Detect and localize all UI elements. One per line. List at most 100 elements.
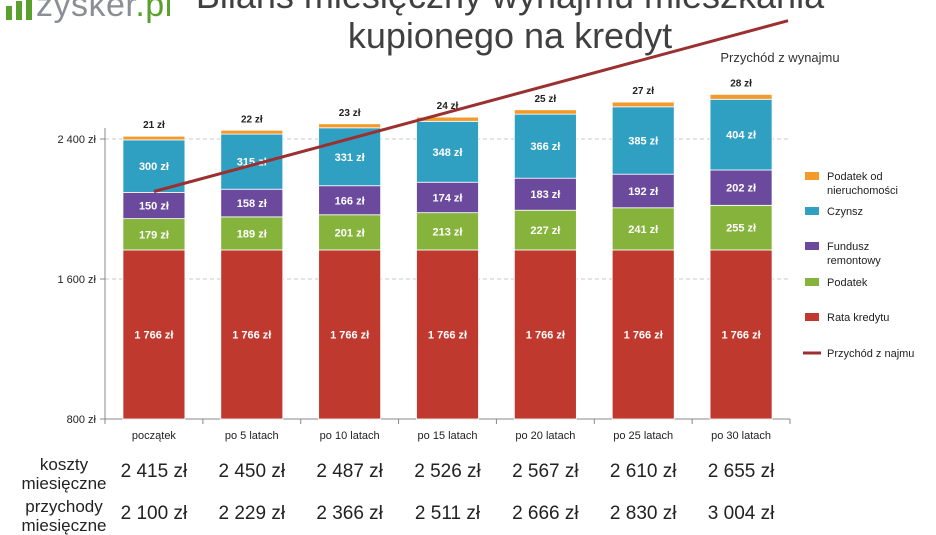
data-label: 385 zł — [628, 135, 658, 147]
legend-label: Przychód z najmu — [827, 348, 914, 360]
monthly-cost-value: 2 526 zł — [414, 461, 481, 482]
data-label: 1 766 zł — [330, 329, 369, 341]
data-label: 25 zł — [535, 94, 557, 105]
bar-segment — [709, 204, 773, 251]
bar-segment — [513, 109, 577, 115]
data-label: 158 zł — [237, 198, 267, 210]
data-label: 1 766 zł — [624, 329, 663, 341]
monthly-income-value: 2 100 zł — [120, 503, 188, 524]
monthly-income-value: 2 511 zł — [414, 503, 481, 524]
data-label: 1 766 zł — [428, 329, 467, 341]
legend-swatch — [805, 172, 819, 180]
data-label: 348 zł — [433, 147, 463, 159]
data-label: 201 zł — [335, 227, 365, 239]
legend-label: Fundusz — [827, 241, 869, 253]
bar-segment — [122, 218, 186, 251]
bar-segment — [611, 106, 675, 175]
bar-segment — [122, 139, 186, 193]
legend-label: Czynsz — [827, 206, 863, 218]
monthly-income-value: 2 229 zł — [218, 503, 286, 524]
data-label: 21 zł — [143, 120, 165, 131]
logo-tld: .pl — [135, 0, 173, 24]
chart-title-line2: kupionego na kredyt — [347, 15, 673, 56]
bar-segment — [318, 185, 382, 216]
data-label: 227 zł — [530, 225, 560, 237]
bar-segment — [611, 249, 675, 420]
chart-title-line1: Bilans miesięczny wynajmu mieszkania — [196, 0, 824, 16]
bar-segment — [318, 249, 382, 420]
x-tick-label: po 20 latach — [515, 430, 575, 442]
legend-swatch — [805, 313, 819, 321]
income-row-label: przychody miesięczne — [18, 497, 110, 535]
data-label: 28 zł — [730, 78, 752, 89]
revenue-line — [153, 19, 789, 193]
legend-swatch — [805, 242, 819, 250]
data-label: 331 zł — [335, 152, 365, 164]
data-label: 27 zł — [632, 86, 654, 97]
data-label: 23 zł — [339, 108, 361, 119]
data-label: 404 zł — [726, 130, 756, 142]
monthly-income-value: 2 366 zł — [316, 503, 383, 524]
costs-row-label-line1: koszty — [39, 455, 89, 474]
data-label: 202 zł — [726, 183, 756, 195]
monthly-cost-value: 2 610 zł — [609, 461, 677, 482]
bar-segment — [220, 216, 284, 251]
bar-segment — [709, 249, 773, 420]
data-label: 1 766 zł — [526, 329, 565, 341]
data-label: 1 766 zł — [134, 329, 173, 341]
data-label: 179 zł — [139, 229, 169, 241]
data-label: 24 zł — [437, 101, 459, 112]
data-label: 213 zł — [433, 226, 463, 238]
income-row-label-line2: miesięczne — [21, 516, 107, 535]
monthly-cost-value: 2 655 zł — [707, 461, 775, 482]
data-label: 366 zł — [530, 141, 560, 153]
bar-segment — [122, 135, 186, 141]
bar-segment — [220, 129, 284, 135]
bar-segment — [122, 249, 186, 420]
legend-label: remontowy — [827, 255, 881, 267]
bar-segment — [122, 191, 186, 220]
y-tick-label: 2 400 zł — [57, 134, 96, 146]
income-row-label-line1: przychody — [25, 497, 103, 516]
x-tick-label: początek — [132, 430, 177, 442]
monthly-income-value: 3 004 zł — [707, 503, 775, 524]
y-tick-label: 1 600 zł — [57, 274, 96, 286]
logo-text: zysker — [36, 0, 136, 24]
monthly-cost-value: 2 567 zł — [512, 461, 579, 482]
data-label: 241 zł — [628, 224, 658, 236]
data-label: 150 zł — [139, 201, 169, 213]
data-label: 300 zł — [139, 161, 169, 173]
data-label: 255 zł — [726, 223, 756, 235]
bar-segment — [611, 101, 675, 108]
bar-segment — [220, 249, 284, 420]
data-label: 1 766 zł — [722, 329, 761, 341]
logo: zysker.pl — [6, 0, 173, 24]
data-label: 183 zł — [530, 189, 560, 201]
bar-segment — [513, 249, 577, 420]
bar-segment — [318, 123, 382, 129]
x-tick-label: po 10 latach — [320, 430, 380, 442]
legend-swatch — [805, 278, 819, 286]
data-label: 166 zł — [335, 195, 365, 207]
data-label: 189 zł — [237, 228, 267, 240]
logo-bars-icon — [6, 0, 32, 20]
bar-segment — [513, 177, 577, 211]
x-tick-label: po 25 latach — [613, 430, 673, 442]
legend-label: Podatek od — [827, 171, 883, 183]
bar-segment — [709, 93, 773, 100]
y-tick-label: 800 zł — [67, 414, 97, 426]
bar-segment — [513, 113, 577, 179]
data-label: 1 766 zł — [232, 329, 271, 341]
legend-label: Rata kredytu — [827, 312, 889, 324]
legend-label: Podatek — [827, 277, 868, 289]
data-label: 22 zł — [241, 114, 263, 125]
x-tick-label: po 30 latach — [711, 430, 771, 442]
data-label: 174 zł — [433, 192, 463, 204]
data-label: 192 zł — [628, 186, 658, 198]
costs-row-label: koszty miesięczne — [18, 455, 110, 493]
legend-label: nieruchomości — [827, 185, 898, 197]
x-tick-label: po 15 latach — [418, 430, 478, 442]
bar-segment — [220, 133, 284, 190]
bar-segment — [416, 120, 479, 183]
